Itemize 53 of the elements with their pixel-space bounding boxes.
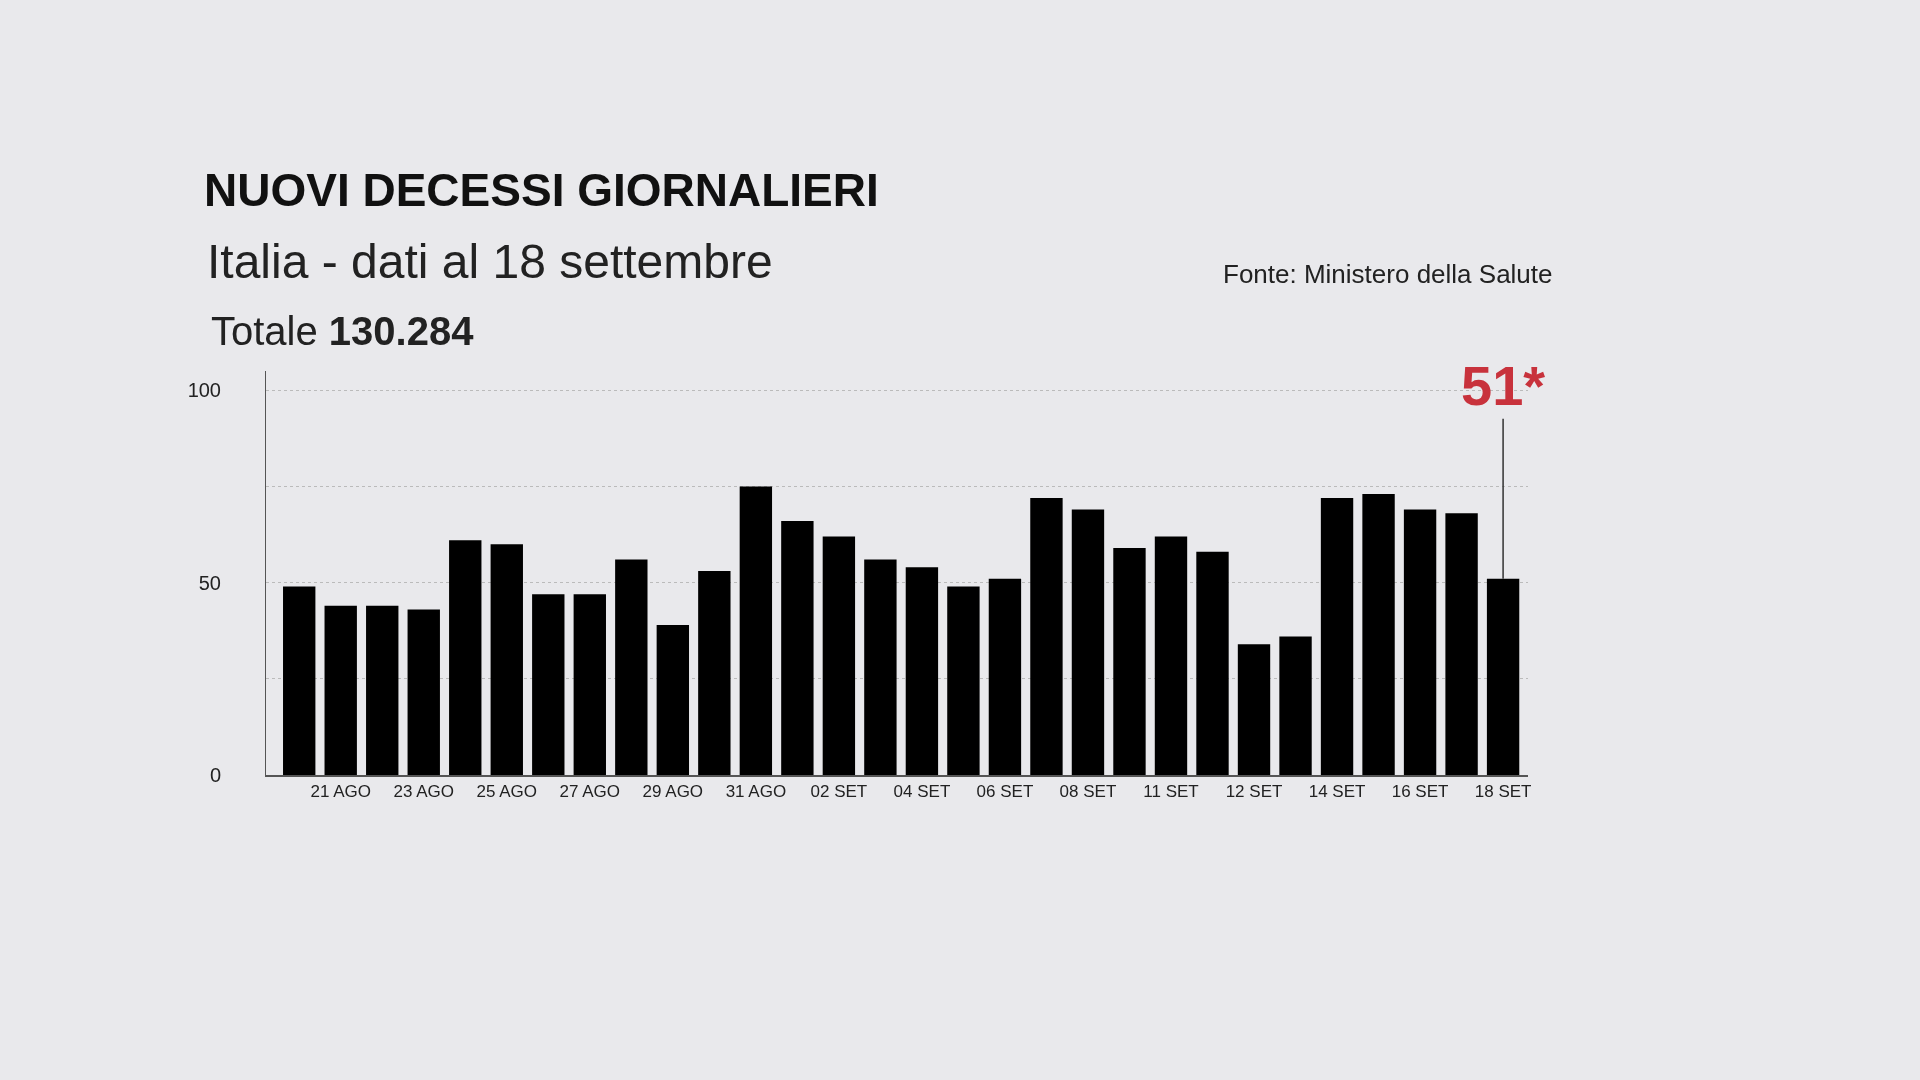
bar (1237, 644, 1271, 775)
bar (490, 544, 523, 775)
bar (1445, 513, 1478, 775)
y-tick-label: 0 (209, 764, 221, 786)
bar (573, 594, 606, 775)
x-tick-label: 11 SET (1143, 782, 1199, 802)
x-tick-label: 04 SET (893, 782, 951, 802)
bar (1113, 547, 1146, 775)
x-tick-label: 23 AGO (393, 782, 454, 802)
bar (1030, 497, 1063, 775)
bar (905, 567, 939, 775)
x-tick-label: 02 SET (810, 782, 868, 802)
bar (1154, 536, 1188, 775)
bar (366, 605, 399, 775)
y-tick-label: 50 (198, 571, 221, 594)
x-tick-label: 29 AGO (642, 782, 704, 802)
bar (324, 605, 357, 775)
bar (449, 540, 482, 775)
text: Totale 130.284 (211, 309, 475, 353)
x-tick-label: 18 SET (1474, 782, 1532, 802)
bar (1196, 551, 1229, 775)
bar (988, 578, 1022, 775)
bar (781, 521, 814, 775)
x-tick-label: 16 SET (1391, 782, 1449, 802)
bar (1279, 636, 1312, 775)
bar (1320, 497, 1354, 775)
y-tick-label: 100 (187, 379, 221, 402)
bar (1403, 509, 1437, 775)
bar (1071, 509, 1105, 775)
source-note: Fonte: Ministero della Salute (1223, 259, 1553, 289)
chart-title: NUOVI DECESSI GIORNALIERI (204, 164, 879, 217)
x-tick-label: 31 AGO (725, 782, 787, 802)
bar (407, 609, 440, 775)
annotation: 51* (1461, 354, 1546, 417)
bar (283, 586, 316, 775)
bar (656, 624, 690, 775)
bar (1362, 494, 1395, 775)
bar (532, 594, 565, 775)
bar (947, 586, 980, 775)
x-tick-label: 12 SET (1225, 782, 1283, 802)
bar (739, 486, 773, 775)
chart-subtitle: Italia - dati al 18 settembre (207, 235, 773, 288)
bar (698, 571, 731, 775)
x-tick-label: 06 SET (976, 782, 1034, 802)
bar (864, 559, 897, 775)
x-tick-label: 21 AGO (310, 782, 371, 802)
bar (615, 559, 648, 775)
x-tick-label: 08 SET (1059, 782, 1117, 802)
x-tick-label: 14 SET (1308, 782, 1366, 802)
x-tick-label: 25 AGO (476, 782, 538, 802)
bar (822, 536, 856, 775)
bar (1486, 578, 1520, 775)
x-tick-label: 27 AGO (559, 782, 621, 802)
